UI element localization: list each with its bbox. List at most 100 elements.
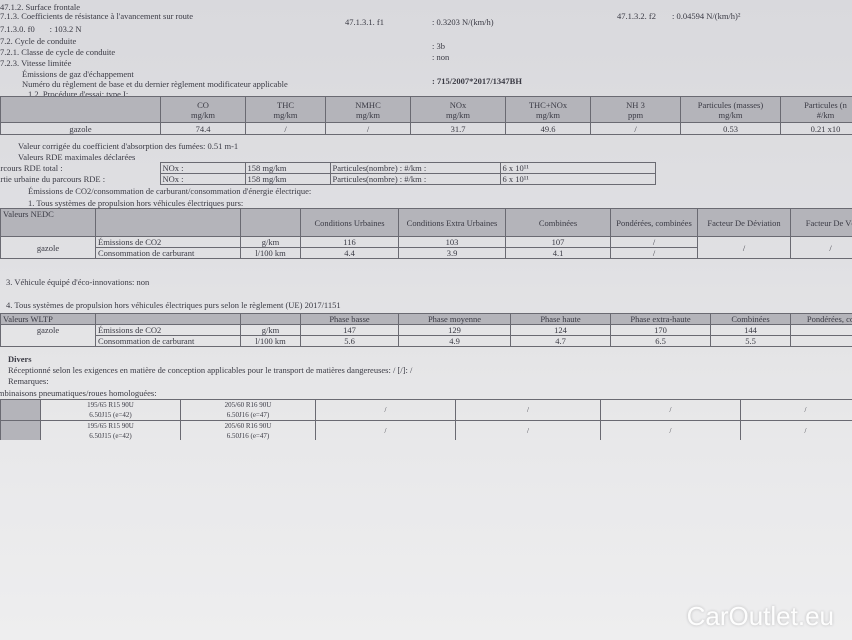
table-row: 195/65 R15 90U 6.50J15 (e=42) 205/60 R16 9… [0, 399, 852, 421]
vitesse-line: 7.2.3. Vitesse limitée [0, 58, 72, 68]
table-cell [790, 335, 852, 347]
table-cell: Émissions de CO2 [95, 324, 241, 336]
table-cell: Facteur De Déviation [697, 208, 791, 237]
table-cell: NMHC mg/km [325, 96, 411, 123]
cell-text: 205/60 R16 90U [224, 401, 272, 409]
table-cell: Particules(nombre) : #/km : [329, 162, 501, 174]
divers-heading: Divers [8, 354, 32, 364]
table-cell: 4.7 [510, 335, 611, 347]
cell-text: NOx [449, 99, 467, 110]
tyres-table: 195/65 R15 90U 6.50J15 (e=42) 205/60 R16 9… [0, 399, 852, 442]
table-row: gazole 74.4//31.7 49.6/0.53 0.21 x10 [0, 122, 852, 135]
table-cell: Valeurs WLTP [0, 313, 96, 325]
co2-line: Émissions de CO2/consommation de carbura… [28, 186, 312, 196]
table-cell: / [455, 420, 601, 442]
cell-text: Particules (n [804, 99, 847, 110]
nedc-table: Valeurs NEDC Conditions Urbaines Conditio… [0, 208, 852, 259]
table-cell: 205/60 R16 90U 6.50J16 (e=47) [180, 399, 316, 421]
watermark-logo: CarOutlet.eu [686, 601, 834, 631]
table-cell: NOx : [159, 173, 246, 185]
table-cell: 195/65 R15 90U 6.50J15 (e=42) [40, 399, 181, 421]
procedure-line: 1.2. Procédure d'essai: type I: [28, 89, 129, 99]
table-cell: Consommation de carburant [95, 247, 241, 259]
table-cell [240, 313, 301, 325]
cell-text: 6.50J16 (e=47) [226, 432, 270, 440]
cell-text: 195/65 R15 90U [87, 401, 134, 409]
table-cell: 49.6 [505, 122, 591, 135]
table-row: 195/65 R15 90U 6.50J15 (e=42) 205/60 R16 9… [0, 420, 852, 442]
table-cell: gazole [0, 122, 161, 135]
table-cell: Conditions Extra Urbaines [398, 208, 506, 237]
numero-line: Numéro du règlement de base et du dernie… [22, 79, 288, 89]
table-cell: Partie urbaine du parcours RDE : [0, 174, 106, 184]
table-cell: Phase basse [300, 313, 399, 325]
table-cell: / [697, 236, 791, 259]
cell-text: mg/km [355, 109, 381, 120]
table-cell: Particules (n #/km [780, 96, 852, 123]
table-cell [95, 313, 241, 325]
table-cell: Phase haute [510, 313, 611, 325]
table-cell: / [740, 399, 852, 421]
systemes4-line: 4. Tous systèmes de propulsion hors véhi… [6, 300, 341, 310]
cell-text: NMHC [355, 99, 381, 110]
recept-line: Réceptionné selon les exigences en matiè… [8, 365, 413, 375]
cell-text: NH 3 [626, 99, 645, 110]
table-cell: 6 x 10¹¹ [499, 162, 656, 174]
table-cell: NOx mg/km [410, 96, 506, 123]
line-coeff: 7.1.3. Coefficients de résistance à l'av… [0, 11, 194, 21]
cell-text: 195/65 R15 90U [87, 422, 134, 430]
table-cell: / [600, 399, 741, 421]
table-cell: / [245, 122, 326, 135]
f2-value: : 0.04594 N/(km/h)² [672, 11, 741, 21]
blank-paper [0, 440, 852, 640]
remarques-line: Remarques: [8, 376, 49, 386]
table-cell: g/km [240, 236, 301, 248]
table-cell: Combinées [710, 313, 791, 325]
table-cell: / [610, 236, 698, 248]
table-row: Consommation de carburant l/100 km 5.6 4.9 4… [1, 335, 852, 347]
table-cell: 5.6 [300, 335, 399, 347]
table-cell: THC mg/km [245, 96, 326, 123]
classe-line: 7.2.1. Classe de cycle de conduite [0, 47, 116, 57]
table-cell: THC+NOx mg/km [505, 96, 591, 123]
cycle-line: 7.2. Cycle de conduite [0, 36, 77, 46]
type1-table: CO mg/km THC mg/km NMHC mg/km NOx mg/km THC+… [0, 96, 852, 135]
table-cell: 5.5 [710, 335, 791, 347]
table-cell: 195/65 R15 90U 6.50J15 (e=42) [40, 420, 181, 442]
table-cell [790, 324, 852, 336]
table-cell [240, 208, 301, 237]
table-cell: 107 [505, 236, 611, 248]
table-cell: Phase extra-haute [610, 313, 711, 325]
table-cell: / [325, 122, 411, 135]
table-cell: 129 [398, 324, 511, 336]
table-cell: 4.4 [300, 247, 399, 259]
cell-text: 205/60 R16 90U [224, 422, 272, 430]
cell-text: mg/km [273, 109, 298, 120]
line-surface: 47.1.2. Surface frontale [0, 2, 81, 12]
table-row: Consommation de carburant l/100 km 4.4 3.9 4… [1, 247, 852, 259]
f2-label: 47.1.3.2. f2 [617, 11, 656, 21]
table-cell: 3.9 [398, 247, 506, 259]
table-cell: 158 mg/km [244, 173, 331, 185]
eco-line: 3. Véhicule équipé d'éco-innovations: no… [6, 277, 150, 287]
table-cell: 0.53 [680, 122, 781, 135]
cell-text: mg/km [718, 109, 743, 120]
table-cell: Particules (masses) mg/km [680, 96, 781, 123]
cell-text: 6.50J15 (e=42) [89, 411, 132, 419]
table-cell: l/100 km [240, 335, 301, 347]
table-cell: / [740, 420, 852, 442]
cycle-value: : 3b [432, 41, 445, 51]
table-cell: 144 [710, 324, 791, 336]
table-cell: l/100 km [240, 247, 301, 259]
table-row: Partie urbaine du parcours RDE : NOx :158… [0, 173, 656, 185]
table-cell: 116 [300, 236, 399, 248]
table-row: gazole Émissions de CO2 g/km 116 103 107// / [0, 236, 852, 259]
cell-text: 6.50J16 (e=47) [226, 411, 270, 419]
cell-text: mg/km [535, 109, 561, 120]
table-cell: Combinées [505, 208, 611, 237]
rde-table: Parcours RDE total : NOx :158 mg/kmPartic… [0, 162, 656, 185]
cell-text: #/km [816, 109, 835, 120]
table-cell: / [590, 122, 681, 135]
table-cell: 31.7 [410, 122, 506, 135]
table-cell: Phase moyenne [398, 313, 511, 325]
